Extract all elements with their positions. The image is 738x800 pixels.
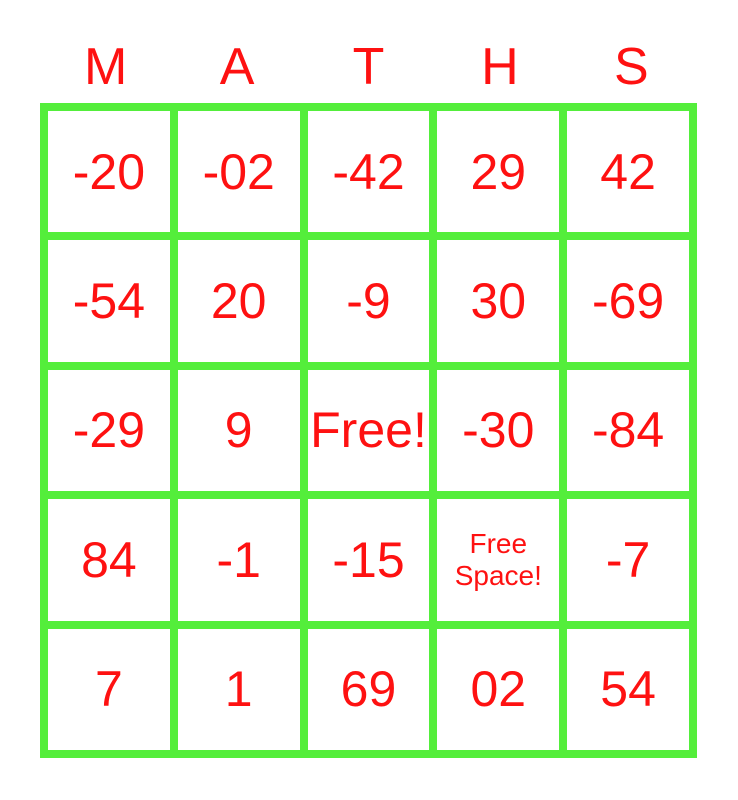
bingo-cell[interactable]: 1 — [173, 624, 304, 754]
bingo-cell[interactable]: -1 — [173, 495, 304, 625]
bingo-cell[interactable]: 30 — [433, 236, 564, 366]
bingo-cell[interactable]: -02 — [173, 107, 304, 237]
bingo-cell[interactable]: -9 — [303, 236, 434, 366]
column-letter-s: S — [613, 38, 649, 96]
free-space-cell[interactable]: Free Space! — [433, 495, 564, 625]
bingo-cell[interactable]: -69 — [563, 236, 693, 366]
bingo-cell[interactable]: -29 — [44, 365, 174, 496]
bingo-cell[interactable]: -84 — [563, 365, 693, 496]
bingo-cell[interactable]: -20 — [44, 107, 174, 237]
bingo-cell[interactable]: 02 — [433, 624, 564, 754]
bingo-cell[interactable]: 42 — [563, 107, 693, 237]
column-letter-h: H — [481, 38, 519, 96]
bingo-cell[interactable]: -15 — [303, 495, 434, 625]
bingo-cell[interactable]: 69 — [303, 624, 434, 754]
card-title-letters: M A T H S — [40, 36, 697, 98]
bingo-cell[interactable]: -30 — [433, 365, 564, 496]
bingo-cell[interactable]: 54 — [563, 624, 693, 754]
bingo-cell[interactable]: 20 — [173, 236, 304, 366]
free-cell[interactable]: Free! — [303, 365, 434, 496]
bingo-cell[interactable]: 7 — [44, 624, 174, 754]
bingo-cell[interactable]: 9 — [173, 365, 304, 496]
bingo-cell[interactable]: -54 — [44, 236, 174, 366]
column-letter-a: A — [219, 38, 255, 96]
bingo-cell[interactable]: -42 — [303, 107, 434, 237]
column-letter-m: M — [84, 38, 128, 96]
bingo-cell[interactable]: 29 — [433, 107, 564, 237]
bingo-cell[interactable]: -7 — [563, 495, 693, 625]
column-letter-t: T — [352, 38, 385, 96]
bingo-grid: -20 -02 -42 29 42 -54 20 -9 30 -69 -29 9… — [40, 103, 697, 758]
bingo-cell[interactable]: 84 — [44, 495, 174, 625]
